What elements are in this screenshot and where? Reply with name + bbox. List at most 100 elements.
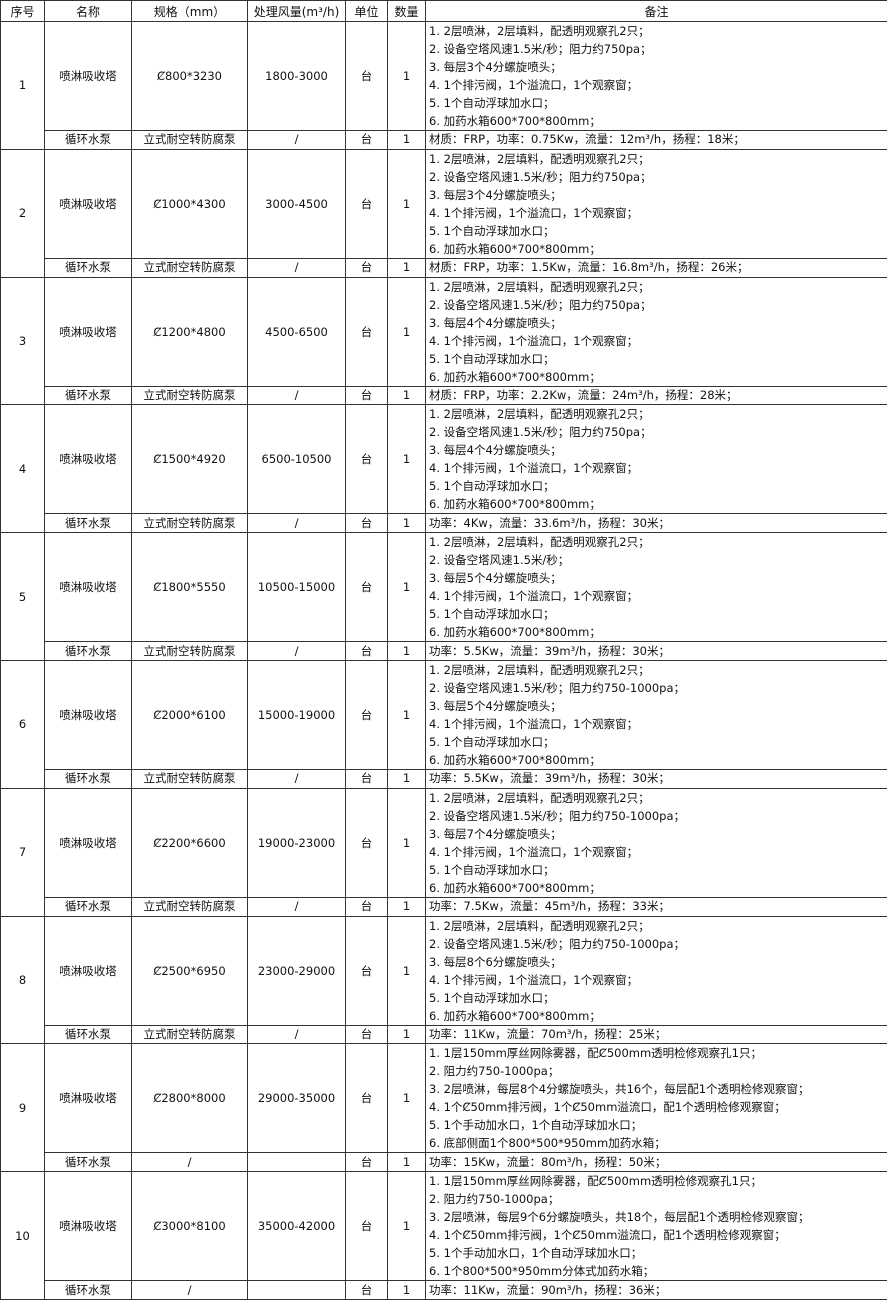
tower-airflow: 23000-29000 bbox=[247, 915, 346, 1026]
pump-note: 材质：FRP，功率：1.5Kw，流量：16.8m³/h，扬程：26米； bbox=[425, 257, 887, 278]
note-line: 3. 每层8个6分螺旋喷头； bbox=[429, 954, 562, 969]
tower-airflow: 1800-3000 bbox=[247, 21, 346, 131]
pump-row: 循环水泵 立式耐空转防腐泵 / 台 1 功率：7.5Kw，流量：45m³/h，扬程：33米… bbox=[1, 896, 887, 917]
pump-row: 循环水泵 立式耐空转防腐泵 / 台 1 功率：5.5Kw，流量：39m³/h，扬程：30米… bbox=[1, 641, 887, 661]
note-line: 6. 1个800*500*950mm分体式加药水箱； bbox=[429, 1264, 655, 1279]
note-line: 3. 每层7个4分螺旋喷头； bbox=[429, 826, 562, 841]
note-line: 3. 2层喷淋，每层8个4分螺旋喷头，共16个，每层配1个透明检修观察窗； bbox=[429, 1082, 810, 1097]
tower-spec: Ȼ3000*8100 bbox=[131, 1171, 248, 1282]
tower-spec: Ȼ1000*4300 bbox=[131, 148, 248, 259]
pump-row: 循环水泵 立式耐空转防腐泵 / 台 1 功率：4Kw，流量：33.6m³/h，扬程：30米… bbox=[1, 513, 887, 534]
tower-notes: 1. 2层喷淋，2层填料，配透明观察孔2只； 2. 设备空塔风速1.5米/秒；阻力… bbox=[425, 787, 887, 898]
tower-row: 2 喷淋吸收塔 Ȼ1000*4300 3000-4500 台 1 1. 2层喷淋，2层填料，… bbox=[0, 148, 887, 278]
tower-row: 10 喷淋吸收塔 Ȼ3000*8100 35000-42000 台 1 1. 1层150mm… bbox=[0, 1171, 887, 1300]
tower-airflow: 29000-35000 bbox=[247, 1043, 346, 1154]
tower-name: 喷淋吸收塔 bbox=[44, 1043, 132, 1154]
tower-row: 3 喷淋吸收塔 Ȼ1200*4800 4500-6500 台 1 1. 2层喷淋，2层填料，… bbox=[0, 276, 887, 406]
pump-spec: / bbox=[131, 1152, 248, 1173]
tower-unit: 台 bbox=[345, 532, 388, 643]
tower-unit: 台 bbox=[345, 276, 388, 387]
row-number: 8 bbox=[0, 915, 45, 1045]
tower-name: 喷淋吸收塔 bbox=[44, 787, 132, 898]
tower-spec: Ȼ2800*8000 bbox=[131, 1043, 248, 1154]
tower-qty: 1 bbox=[387, 1043, 426, 1154]
tower-unit: 台 bbox=[345, 148, 388, 259]
note-line: 2. 阻力约750-1000pa； bbox=[429, 1192, 560, 1207]
tower-airflow: 15000-19000 bbox=[247, 659, 346, 770]
note-line: 2. 设备空塔风速1.5米/秒；阻力约750-1000pa； bbox=[429, 680, 686, 695]
note-line: 1. 2层喷淋，2层填料，配透明观察孔2只； bbox=[429, 918, 650, 933]
tower-notes: 1. 2层喷淋，2层填料，配透明观察孔2只； 2. 设备空塔风速1.5米/秒；阻力… bbox=[425, 148, 887, 259]
row-number: 9 bbox=[0, 1043, 45, 1173]
pump-spec: 立式耐空转防腐泵 bbox=[131, 513, 248, 534]
pump-airflow: / bbox=[247, 385, 346, 406]
note-line: 6. 底部侧面1个800*500*950mm加药水箱； bbox=[429, 1136, 666, 1151]
tower-name: 喷淋吸收塔 bbox=[44, 148, 132, 259]
pump-note: 功率：7.5Kw，流量：45m³/h，扬程：33米； bbox=[425, 896, 887, 917]
tower-row: 9 喷淋吸收塔 Ȼ2800*8000 29000-35000 台 1 1. 1层150mm厚… bbox=[0, 1043, 887, 1173]
pump-spec: / bbox=[131, 1280, 248, 1300]
tower-airflow: 19000-23000 bbox=[247, 787, 346, 898]
pump-unit: 台 bbox=[345, 768, 388, 789]
note-line: 1. 2层喷淋，2层填料，配透明观察孔2只； bbox=[429, 24, 650, 38]
tower-name: 喷淋吸收塔 bbox=[44, 659, 132, 770]
pump-spec: 立式耐空转防腐泵 bbox=[131, 641, 248, 661]
tower-name: 喷淋吸收塔 bbox=[44, 1171, 132, 1282]
note-line: 3. 每层5个4分螺旋喷头； bbox=[429, 698, 562, 713]
pump-name: 循环水泵 bbox=[44, 1024, 132, 1045]
note-line: 4. 1个排污阀，1个溢流口，1个观察窗； bbox=[429, 589, 639, 604]
pump-note: 功率：15Kw，流量：80m³/h，扬程：50米； bbox=[425, 1152, 887, 1173]
note-line: 2. 设备空塔风速1.5米/秒； bbox=[429, 553, 570, 568]
pump-qty: 1 bbox=[387, 513, 426, 534]
tower-notes: 1. 2层喷淋，2层填料，配透明观察孔2只； 2. 设备空塔风速1.5米/秒；阻力… bbox=[425, 276, 887, 387]
tower-qty: 1 bbox=[387, 915, 426, 1026]
header-cell: 名称 bbox=[44, 0, 132, 22]
tower-row: 6 喷淋吸收塔 Ȼ2000*6100 15000-19000 台 1 1. 2层喷淋，2层填… bbox=[0, 659, 887, 789]
tower-notes: 1. 2层喷淋，2层填料，配透明观察孔2只； 2. 设备空塔风速1.5米/秒； 3.… bbox=[425, 532, 887, 643]
row-number: 6 bbox=[0, 659, 45, 789]
pump-name: 循环水泵 bbox=[44, 1280, 132, 1300]
pump-name: 循环水泵 bbox=[44, 130, 132, 150]
tower-row: 5 喷淋吸收塔 Ȼ1800*5550 10500-15000 台 1 1. 2层喷淋，2层填… bbox=[0, 532, 887, 661]
note-line: 5. 1个自动浮球加水口； bbox=[429, 990, 555, 1005]
note-line: 6. 加药水箱600*700*800mm； bbox=[429, 752, 601, 767]
note-line: 6. 加药水箱600*700*800mm； bbox=[429, 880, 601, 895]
tower-spec: Ȼ1800*5550 bbox=[131, 532, 248, 643]
note-line: 2. 设备空塔风速1.5米/秒；阻力约750-1000pa； bbox=[429, 808, 686, 823]
pump-spec: 立式耐空转防腐泵 bbox=[131, 385, 248, 406]
note-line: 6. 加药水箱600*700*800mm； bbox=[429, 497, 601, 512]
tower-notes: 1. 1层150mm厚丝网除雾器，配Ȼ500mm透明检修观察孔1只； 2. 阻力约… bbox=[425, 1171, 887, 1282]
pump-row: 循环水泵 立式耐空转防腐泵 / 台 1 材质：FRP，功率：0.75Kw，流量：12m³/… bbox=[1, 130, 887, 150]
pump-airflow bbox=[247, 1280, 346, 1300]
pump-qty: 1 bbox=[387, 385, 426, 406]
note-line: 1. 2层喷淋，2层填料，配透明观察孔2只； bbox=[429, 407, 650, 422]
pump-row: 循环水泵 立式耐空转防腐泵 / 台 1 功率：11Kw，流量：70m³/h，扬程：25米； bbox=[1, 1024, 887, 1045]
pump-name: 循环水泵 bbox=[44, 513, 132, 534]
header-row: 序号 名称 规格（mm） 处理风量(m³/h) 单位 数量 备注 bbox=[0, 0, 887, 22]
pump-qty: 1 bbox=[387, 130, 426, 150]
tower-unit: 台 bbox=[345, 915, 388, 1026]
row-number: 7 bbox=[0, 787, 45, 917]
tower-unit: 台 bbox=[345, 404, 388, 515]
tower-unit: 台 bbox=[345, 1171, 388, 1282]
header-cell: 处理风量(m³/h) bbox=[247, 0, 346, 22]
tower-qty: 1 bbox=[387, 532, 426, 643]
pump-name: 循环水泵 bbox=[44, 385, 132, 406]
pump-airflow: / bbox=[247, 257, 346, 278]
tower-qty: 1 bbox=[387, 659, 426, 770]
pump-airflow: / bbox=[247, 768, 346, 789]
tower-qty: 1 bbox=[387, 276, 426, 387]
tower-qty: 1 bbox=[387, 21, 426, 131]
pump-qty: 1 bbox=[387, 641, 426, 661]
pump-unit: 台 bbox=[345, 1280, 388, 1300]
tower-spec: Ȼ1200*4800 bbox=[131, 276, 248, 387]
tower-name: 喷淋吸收塔 bbox=[44, 276, 132, 387]
tower-row: 1 喷淋吸收塔 Ȼ800*3230 1800-3000 台 1 1. 2层喷淋，2层填料，配… bbox=[0, 21, 887, 150]
pump-row: 循环水泵 / 台 1 功率：11Kw，流量：90m³/h，扬程：36米； bbox=[1, 1280, 887, 1300]
pump-spec: 立式耐空转防腐泵 bbox=[131, 896, 248, 917]
pump-unit: 台 bbox=[345, 896, 388, 917]
tower-row: 8 喷淋吸收塔 Ȼ2500*6950 23000-29000 台 1 1. 2层喷淋，2层填… bbox=[0, 915, 887, 1045]
note-line: 2. 设备空塔风速1.5米/秒；阻力约750pa； bbox=[429, 42, 652, 56]
note-line: 1. 2层喷淋，2层填料，配透明观察孔2只； bbox=[429, 662, 650, 677]
pump-airflow: / bbox=[247, 130, 346, 150]
